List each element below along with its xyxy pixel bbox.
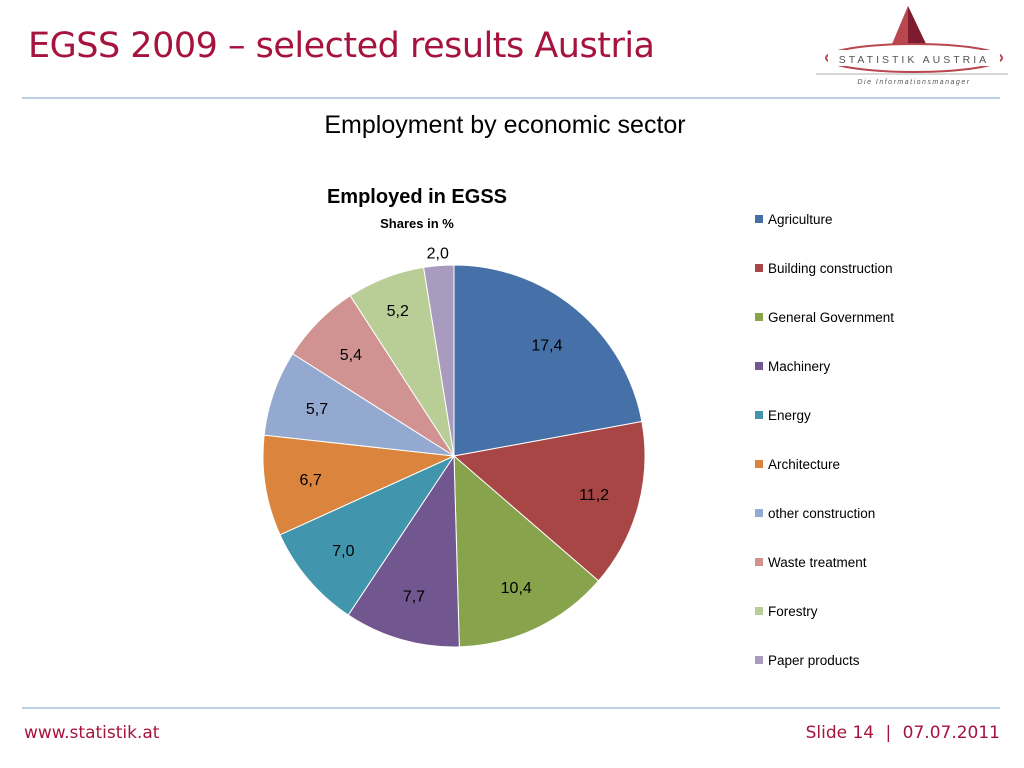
legend-label: Waste treatment: [768, 555, 867, 570]
slice-value-label: 5,2: [387, 303, 409, 320]
chart-title: Employed in EGSS: [327, 186, 507, 208]
slice-value-label: 7,7: [403, 589, 425, 606]
website-link[interactable]: www.statistik.at: [24, 723, 160, 743]
chart-subtitle: Shares in %: [380, 216, 454, 231]
slide-date: 07.07.2011: [902, 723, 1000, 743]
legend-label: Machinery: [768, 359, 831, 374]
svg-text:Die Informationsmanager: Die Informationsmanager: [857, 79, 970, 86]
pie-slice-energy: [279, 454, 456, 616]
slice-value-label: 7,0: [332, 543, 354, 560]
legend-label: Forestry: [768, 604, 818, 619]
slice-value-label: 5,7: [306, 401, 328, 418]
legend-swatch: [755, 411, 763, 419]
legend-label: Building construction: [768, 261, 893, 276]
legend-swatch: [755, 215, 763, 223]
legend-swatch: [755, 460, 763, 468]
slice-value-label: 2,0: [427, 246, 449, 263]
slice-value-label: 5,4: [340, 347, 362, 364]
slide-subtitle: Employment by economic sector: [324, 111, 686, 139]
pie-slice-general-government: [453, 454, 600, 648]
pie-slice-building-construction: [452, 420, 646, 582]
legend-swatch: [755, 313, 763, 321]
legend-swatch: [755, 509, 763, 517]
slice-value-label: 11,2: [579, 487, 609, 504]
statistik-austria-logo: STATISTIK AUSTRIA Die Informationsmanage…: [812, 0, 1012, 94]
header-divider: [22, 97, 1000, 99]
slice-value-label: 17,4: [531, 337, 562, 354]
legend-label: Energy: [768, 408, 811, 423]
slice-value-label: 6,7: [300, 472, 322, 489]
svg-text:STATISTIK AUSTRIA: STATISTIK AUSTRIA: [839, 54, 989, 66]
legend-label: General Government: [768, 310, 894, 325]
legend-swatch: [755, 656, 763, 664]
legend-label: Architecture: [768, 457, 840, 472]
legend-label: Agriculture: [768, 212, 833, 227]
pie-slice-architecture: [262, 434, 456, 536]
slide-title: EGSS 2009 – selected results Austria: [28, 26, 655, 66]
slide-info: Slide 14 | 07.07.2011: [806, 723, 1000, 743]
slice-value-label: 10,4: [501, 580, 532, 597]
legend-swatch: [755, 264, 763, 272]
legend-label: other construction: [768, 506, 875, 521]
pie-slice-paper-products: [423, 264, 455, 457]
separator: |: [885, 723, 892, 743]
legend-label: Paper products: [768, 653, 860, 668]
pie-chart: Employed in EGSS Shares in % 17,4 11,2 10,…: [0, 170, 1024, 690]
legend-swatch: [755, 362, 763, 370]
slide-number: Slide 14: [805, 723, 875, 743]
legend-swatch: [755, 607, 763, 615]
pie-slice-machinery: [347, 454, 460, 648]
footer-divider: [22, 707, 1000, 709]
legend-swatch: [755, 558, 763, 566]
pie-slice-agriculture: [453, 264, 643, 457]
